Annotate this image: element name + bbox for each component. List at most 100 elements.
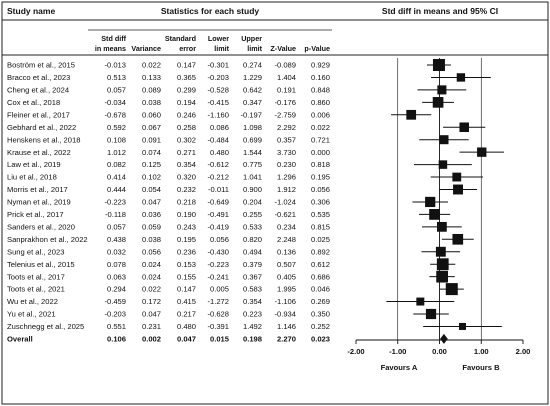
effect-square bbox=[436, 270, 449, 283]
study-name: Zuschnegg et al., 2025 bbox=[7, 322, 84, 331]
table-cell: 0.022 bbox=[142, 61, 161, 70]
table-cell: 0.022 bbox=[142, 285, 161, 294]
table-cell: 0.230 bbox=[277, 160, 296, 169]
table-cell: 0.038 bbox=[142, 235, 161, 244]
table-cell: 0.108 bbox=[107, 135, 126, 144]
table-cell: -0.176 bbox=[274, 98, 296, 107]
table-cell: 0.350 bbox=[311, 310, 330, 319]
table-cell: 0.494 bbox=[243, 247, 262, 256]
x-tick-label: 1.00 bbox=[474, 347, 489, 356]
table-cell: 0.269 bbox=[311, 297, 330, 306]
table-cell: 0.218 bbox=[177, 198, 196, 207]
study-name: Cox et al., 2018 bbox=[7, 98, 60, 107]
table-cell: -0.612 bbox=[207, 160, 229, 169]
table-cell: 0.294 bbox=[107, 285, 126, 294]
effect-square bbox=[477, 147, 487, 157]
study-name: Sanders et al., 2020 bbox=[7, 222, 75, 231]
table-cell: 0.533 bbox=[243, 222, 262, 231]
table-cell: 0.444 bbox=[107, 185, 126, 194]
table-cell: 0.480 bbox=[177, 322, 196, 331]
table-cell: 0.025 bbox=[311, 235, 330, 244]
study-name: Telenius et al., 2015 bbox=[7, 260, 75, 269]
favours-right-label: Favours B bbox=[462, 363, 500, 372]
table-cell: 0.234 bbox=[277, 222, 296, 231]
table-cell: -2.759 bbox=[274, 110, 296, 119]
table-cell: -0.203 bbox=[207, 73, 229, 82]
table-cell: 1.492 bbox=[243, 322, 262, 331]
table-cell: 0.246 bbox=[177, 110, 196, 119]
table-cell: 0.060 bbox=[142, 110, 161, 119]
table-cell: -0.034 bbox=[104, 98, 126, 107]
column-header-line2: error bbox=[179, 44, 196, 53]
table-cell: 0.024 bbox=[142, 260, 161, 269]
table-cell: -0.203 bbox=[104, 310, 126, 319]
table-cell: 0.236 bbox=[177, 247, 196, 256]
study-name-header: Study name bbox=[7, 6, 55, 16]
table-cell: -0.011 bbox=[208, 185, 229, 194]
table-cell: -1.160 bbox=[207, 110, 229, 119]
table-cell: 0.024 bbox=[142, 272, 161, 281]
effect-square bbox=[416, 297, 425, 306]
table-cell: 0.195 bbox=[311, 173, 330, 182]
table-cell: 0.136 bbox=[277, 247, 296, 256]
effect-square bbox=[452, 233, 464, 245]
table-cell: 0.082 bbox=[107, 160, 126, 169]
study-name: Boström et al., 2015 bbox=[7, 61, 75, 70]
table-cell: -1.024 bbox=[274, 198, 296, 207]
effect-square bbox=[432, 59, 445, 71]
table-cell: 0.354 bbox=[243, 297, 262, 306]
table-cell: 0.320 bbox=[177, 173, 196, 182]
column-header-line2: Variance bbox=[131, 44, 161, 53]
overall-cell: 0.002 bbox=[142, 335, 161, 344]
table-cell: 0.583 bbox=[243, 285, 262, 294]
table-cell: 0.057 bbox=[107, 222, 126, 231]
table-cell: 0.102 bbox=[142, 173, 161, 182]
study-name: Fleiner et al., 2017 bbox=[7, 110, 70, 119]
table-cell: 1.041 bbox=[243, 173, 262, 182]
table-cell: 0.056 bbox=[311, 185, 330, 194]
table-cell: 3.730 bbox=[277, 148, 296, 157]
table-cell: 0.535 bbox=[311, 210, 330, 219]
table-cell: 0.223 bbox=[243, 310, 262, 319]
study-name: Sanprakhon et al., 2022 bbox=[7, 235, 88, 244]
table-cell: 0.232 bbox=[177, 185, 196, 194]
table-cell: 0.067 bbox=[142, 123, 161, 132]
table-cell: -0.089 bbox=[274, 61, 296, 70]
x-tick-label: -2.00 bbox=[347, 347, 364, 356]
table-cell: -0.621 bbox=[274, 210, 296, 219]
table-cell: 0.612 bbox=[311, 260, 330, 269]
overall-cell: 0.023 bbox=[311, 335, 330, 344]
table-cell: 0.252 bbox=[311, 322, 330, 331]
table-cell: 0.892 bbox=[311, 247, 330, 256]
plot-title: Std diff in means and 95% CI bbox=[382, 6, 498, 16]
table-cell: 1.912 bbox=[277, 185, 296, 194]
table-cell: 0.078 bbox=[107, 260, 126, 269]
table-cell: -0.491 bbox=[207, 210, 229, 219]
table-cell: 0.086 bbox=[210, 123, 229, 132]
table-cell: 0.299 bbox=[177, 86, 196, 95]
column-header-line1: Lower bbox=[208, 34, 229, 43]
table-cell: 0.172 bbox=[142, 297, 161, 306]
study-name: Cheng et al., 2024 bbox=[7, 86, 69, 95]
table-cell: 0.354 bbox=[177, 160, 196, 169]
table-cell: 0.191 bbox=[277, 86, 296, 95]
table-cell: 0.155 bbox=[177, 272, 196, 281]
table-cell: 0.258 bbox=[177, 123, 196, 132]
table-cell: 0.190 bbox=[177, 210, 196, 219]
column-header-line2: in means bbox=[95, 44, 126, 53]
table-cell: 0.367 bbox=[243, 272, 262, 281]
table-cell: 0.147 bbox=[177, 285, 196, 294]
table-cell: 0.063 bbox=[107, 272, 126, 281]
table-cell: 0.074 bbox=[142, 148, 161, 157]
table-cell: 0.006 bbox=[311, 110, 330, 119]
effect-square bbox=[459, 122, 469, 133]
table-cell: 0.038 bbox=[142, 98, 161, 107]
table-cell: 0.032 bbox=[107, 247, 126, 256]
study-name: Bracco et al., 2023 bbox=[7, 73, 70, 82]
table-cell: 0.405 bbox=[277, 272, 296, 281]
overall-label: Overall bbox=[7, 335, 33, 344]
table-cell: 0.820 bbox=[243, 235, 262, 244]
table-cell: 0.365 bbox=[177, 73, 196, 82]
table-cell: 1.995 bbox=[277, 285, 296, 294]
table-cell: 0.480 bbox=[210, 148, 229, 157]
